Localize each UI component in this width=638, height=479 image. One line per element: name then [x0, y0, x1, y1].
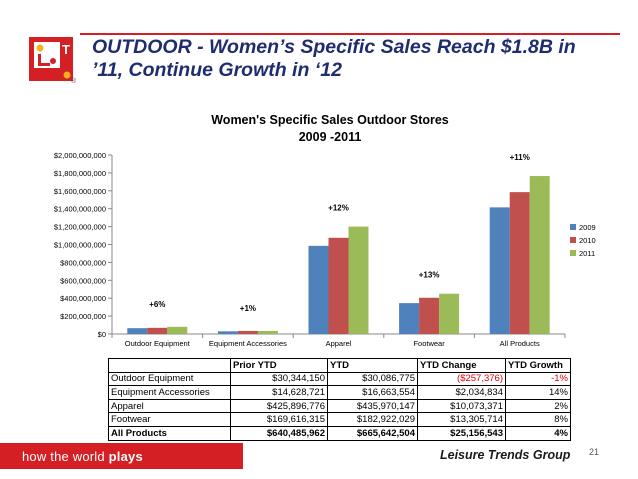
table-header — [108, 358, 231, 373]
table-header: YTD Growth — [505, 358, 571, 373]
y-axis: $0 $200,000,000 $400,000,000 $600,000,000 $8… — [54, 151, 113, 339]
x-tick-label: Apparel — [326, 339, 352, 348]
bar — [328, 237, 349, 334]
slide-title: OUTDOOR - Women’s Specific Sales Reach $… — [92, 36, 622, 82]
bar — [257, 330, 278, 334]
growth-annotations: +6% +1% +12% +13% +11% — [149, 153, 530, 313]
bar — [419, 297, 440, 334]
y-tick-label: $1,400,000,000 — [54, 205, 106, 214]
bar — [509, 192, 530, 334]
table-cell: $169,616,315 — [230, 412, 328, 427]
table-cell: $665,642,504 — [327, 425, 418, 441]
chart-title-line2: 2009 -2011 — [299, 130, 362, 144]
table-cell: ($257,376) — [417, 371, 506, 387]
tagline-prefix: how the world — [22, 449, 109, 464]
table-row: Outdoor Equipment $30,344,150 $30,086,77… — [108, 371, 571, 387]
table-cell: Outdoor Equipment — [108, 371, 231, 387]
footer-banner — [0, 443, 243, 469]
x-tick-label: Equipment Accessories — [209, 339, 287, 348]
table-cell: 8% — [505, 412, 571, 427]
table-header: YTD Change — [417, 358, 506, 373]
table-cell: All Products — [108, 425, 231, 441]
legend-label: 2011 — [579, 249, 595, 258]
bar — [348, 226, 369, 334]
bar — [308, 245, 329, 334]
legend-swatch — [570, 224, 576, 230]
tagline-bold: plays — [108, 449, 143, 464]
bar — [217, 331, 238, 334]
growth-label: +13% — [419, 271, 440, 280]
table-cell: -1% — [505, 371, 571, 387]
growth-label: +12% — [328, 204, 349, 213]
title-divider — [80, 33, 620, 35]
registered-mark: ® — [71, 78, 77, 85]
x-tick-label: All Products — [500, 339, 540, 348]
table-row: Equipment Accessories $14,628,721 $16,66… — [108, 385, 571, 400]
sales-table: Prior YTD YTD YTD Change YTD Growth Outd… — [108, 358, 571, 441]
legend-label: 2009 — [579, 223, 596, 232]
y-tick-label: $200,000,000 — [60, 312, 106, 321]
growth-label: +11% — [510, 153, 530, 162]
y-tick-label: $0 — [98, 330, 106, 339]
x-tick-label: Outdoor Equipment — [125, 339, 191, 348]
bar — [127, 328, 148, 334]
legend: 2009 2010 2011 — [570, 223, 596, 258]
company-name: Leisure Trends Group — [440, 448, 571, 462]
table-cell: $30,344,150 — [230, 371, 328, 387]
y-tick-label: $400,000,000 — [60, 294, 106, 303]
slide-title-line1: OUTDOOR - Women’s Specific Sales Reach $… — [92, 36, 576, 58]
table-cell: $435,970,147 — [327, 398, 418, 414]
y-tick-label: $2,000,000,000 — [54, 151, 106, 160]
logo-letter: T — [62, 42, 70, 57]
y-tick-label: $800,000,000 — [60, 258, 106, 267]
table-cell: $14,628,721 — [230, 385, 328, 400]
table-cell: $25,156,543 — [417, 425, 506, 441]
table-cell: $30,086,775 — [327, 371, 418, 387]
table-header-row: Prior YTD YTD YTD Change YTD Growth — [108, 358, 571, 373]
table-cell: $10,073,371 — [417, 398, 506, 414]
footer-tagline: how the world plays — [22, 449, 143, 464]
x-axis: Outdoor Equipment Equipment Accessories Ap… — [111, 333, 566, 348]
table-cell: 2% — [505, 398, 571, 414]
table-row: Apparel $425,896,776 $435,970,147 $10,07… — [108, 398, 571, 414]
slide-title-line2: ’11, Continue Growth in ‘12 — [92, 59, 342, 81]
y-tick-label: $1,000,000,000 — [54, 241, 106, 250]
table-cell: Footwear — [108, 412, 231, 427]
table-cell: $425,896,776 — [230, 398, 328, 414]
legend-swatch — [570, 237, 576, 243]
x-tick-label: Footwear — [413, 339, 445, 348]
growth-label: +1% — [240, 304, 256, 313]
table-cell: Equipment Accessories — [108, 385, 231, 400]
table-cell: $182,922,029 — [327, 412, 418, 427]
bar — [147, 327, 168, 334]
y-tick-label: $1,800,000,000 — [54, 169, 106, 178]
y-tick-label: $1,600,000,000 — [54, 187, 106, 196]
bar — [399, 303, 420, 334]
table-cell: Apparel — [108, 398, 231, 414]
bar — [529, 176, 550, 334]
bar — [237, 330, 258, 334]
y-tick-label: $1,200,000,000 — [54, 223, 106, 232]
table-header: Prior YTD — [230, 358, 328, 373]
table-total-row: All Products $640,485,962 $665,642,504 $… — [108, 425, 571, 441]
table-cell: $640,485,962 — [230, 425, 328, 441]
table-cell: 14% — [505, 385, 571, 400]
chart-title-line1: Women's Specific Sales Outdoor Stores — [211, 113, 449, 127]
bar — [167, 326, 188, 334]
table-cell: $16,663,554 — [327, 385, 418, 400]
table-cell: $13,305,714 — [417, 412, 506, 427]
legend-label: 2010 — [579, 236, 596, 245]
bar — [489, 207, 510, 334]
y-tick-label: $600,000,000 — [60, 276, 106, 285]
table-row: Footwear $169,616,315 $182,922,029 $13,3… — [108, 412, 571, 427]
table-cell: 4% — [505, 425, 571, 441]
company-logo: T — [29, 37, 73, 81]
bar — [439, 293, 460, 334]
bars — [127, 176, 550, 334]
legend-swatch — [570, 250, 576, 256]
table-cell: $2,034,834 — [417, 385, 506, 400]
page-number: 21 — [589, 447, 600, 457]
table-header: YTD — [327, 358, 418, 373]
growth-label: +6% — [149, 300, 165, 309]
